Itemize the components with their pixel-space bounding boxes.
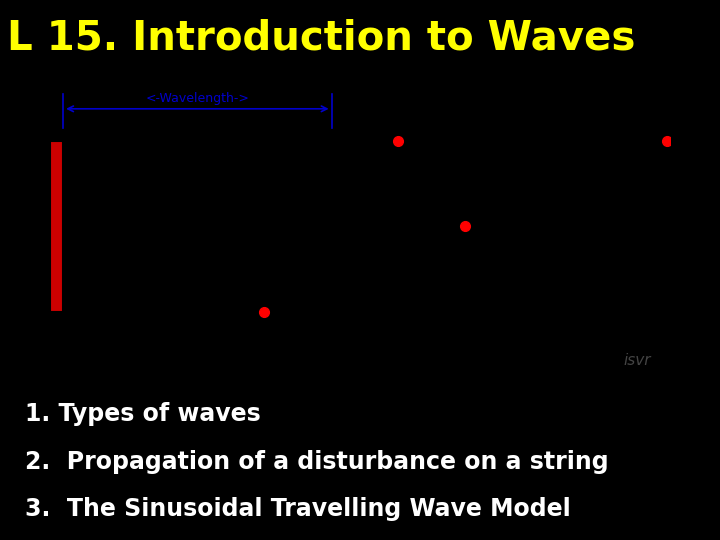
Text: 3.  The Sinusoidal Travelling Wave Model: 3. The Sinusoidal Travelling Wave Model — [25, 497, 571, 521]
Text: 1. Types of waves: 1. Types of waves — [25, 402, 261, 426]
Text: <-Wavelength->: <-Wavelength-> — [145, 92, 249, 105]
Bar — [50, 141, 63, 312]
Text: 2.  Propagation of a disturbance on a string: 2. Propagation of a disturbance on a str… — [25, 450, 609, 474]
Text: L 15. Introduction to Waves: L 15. Introduction to Waves — [7, 19, 636, 59]
Text: Transverse Wave: Transverse Wave — [284, 82, 436, 100]
Text: isvr: isvr — [624, 353, 651, 368]
